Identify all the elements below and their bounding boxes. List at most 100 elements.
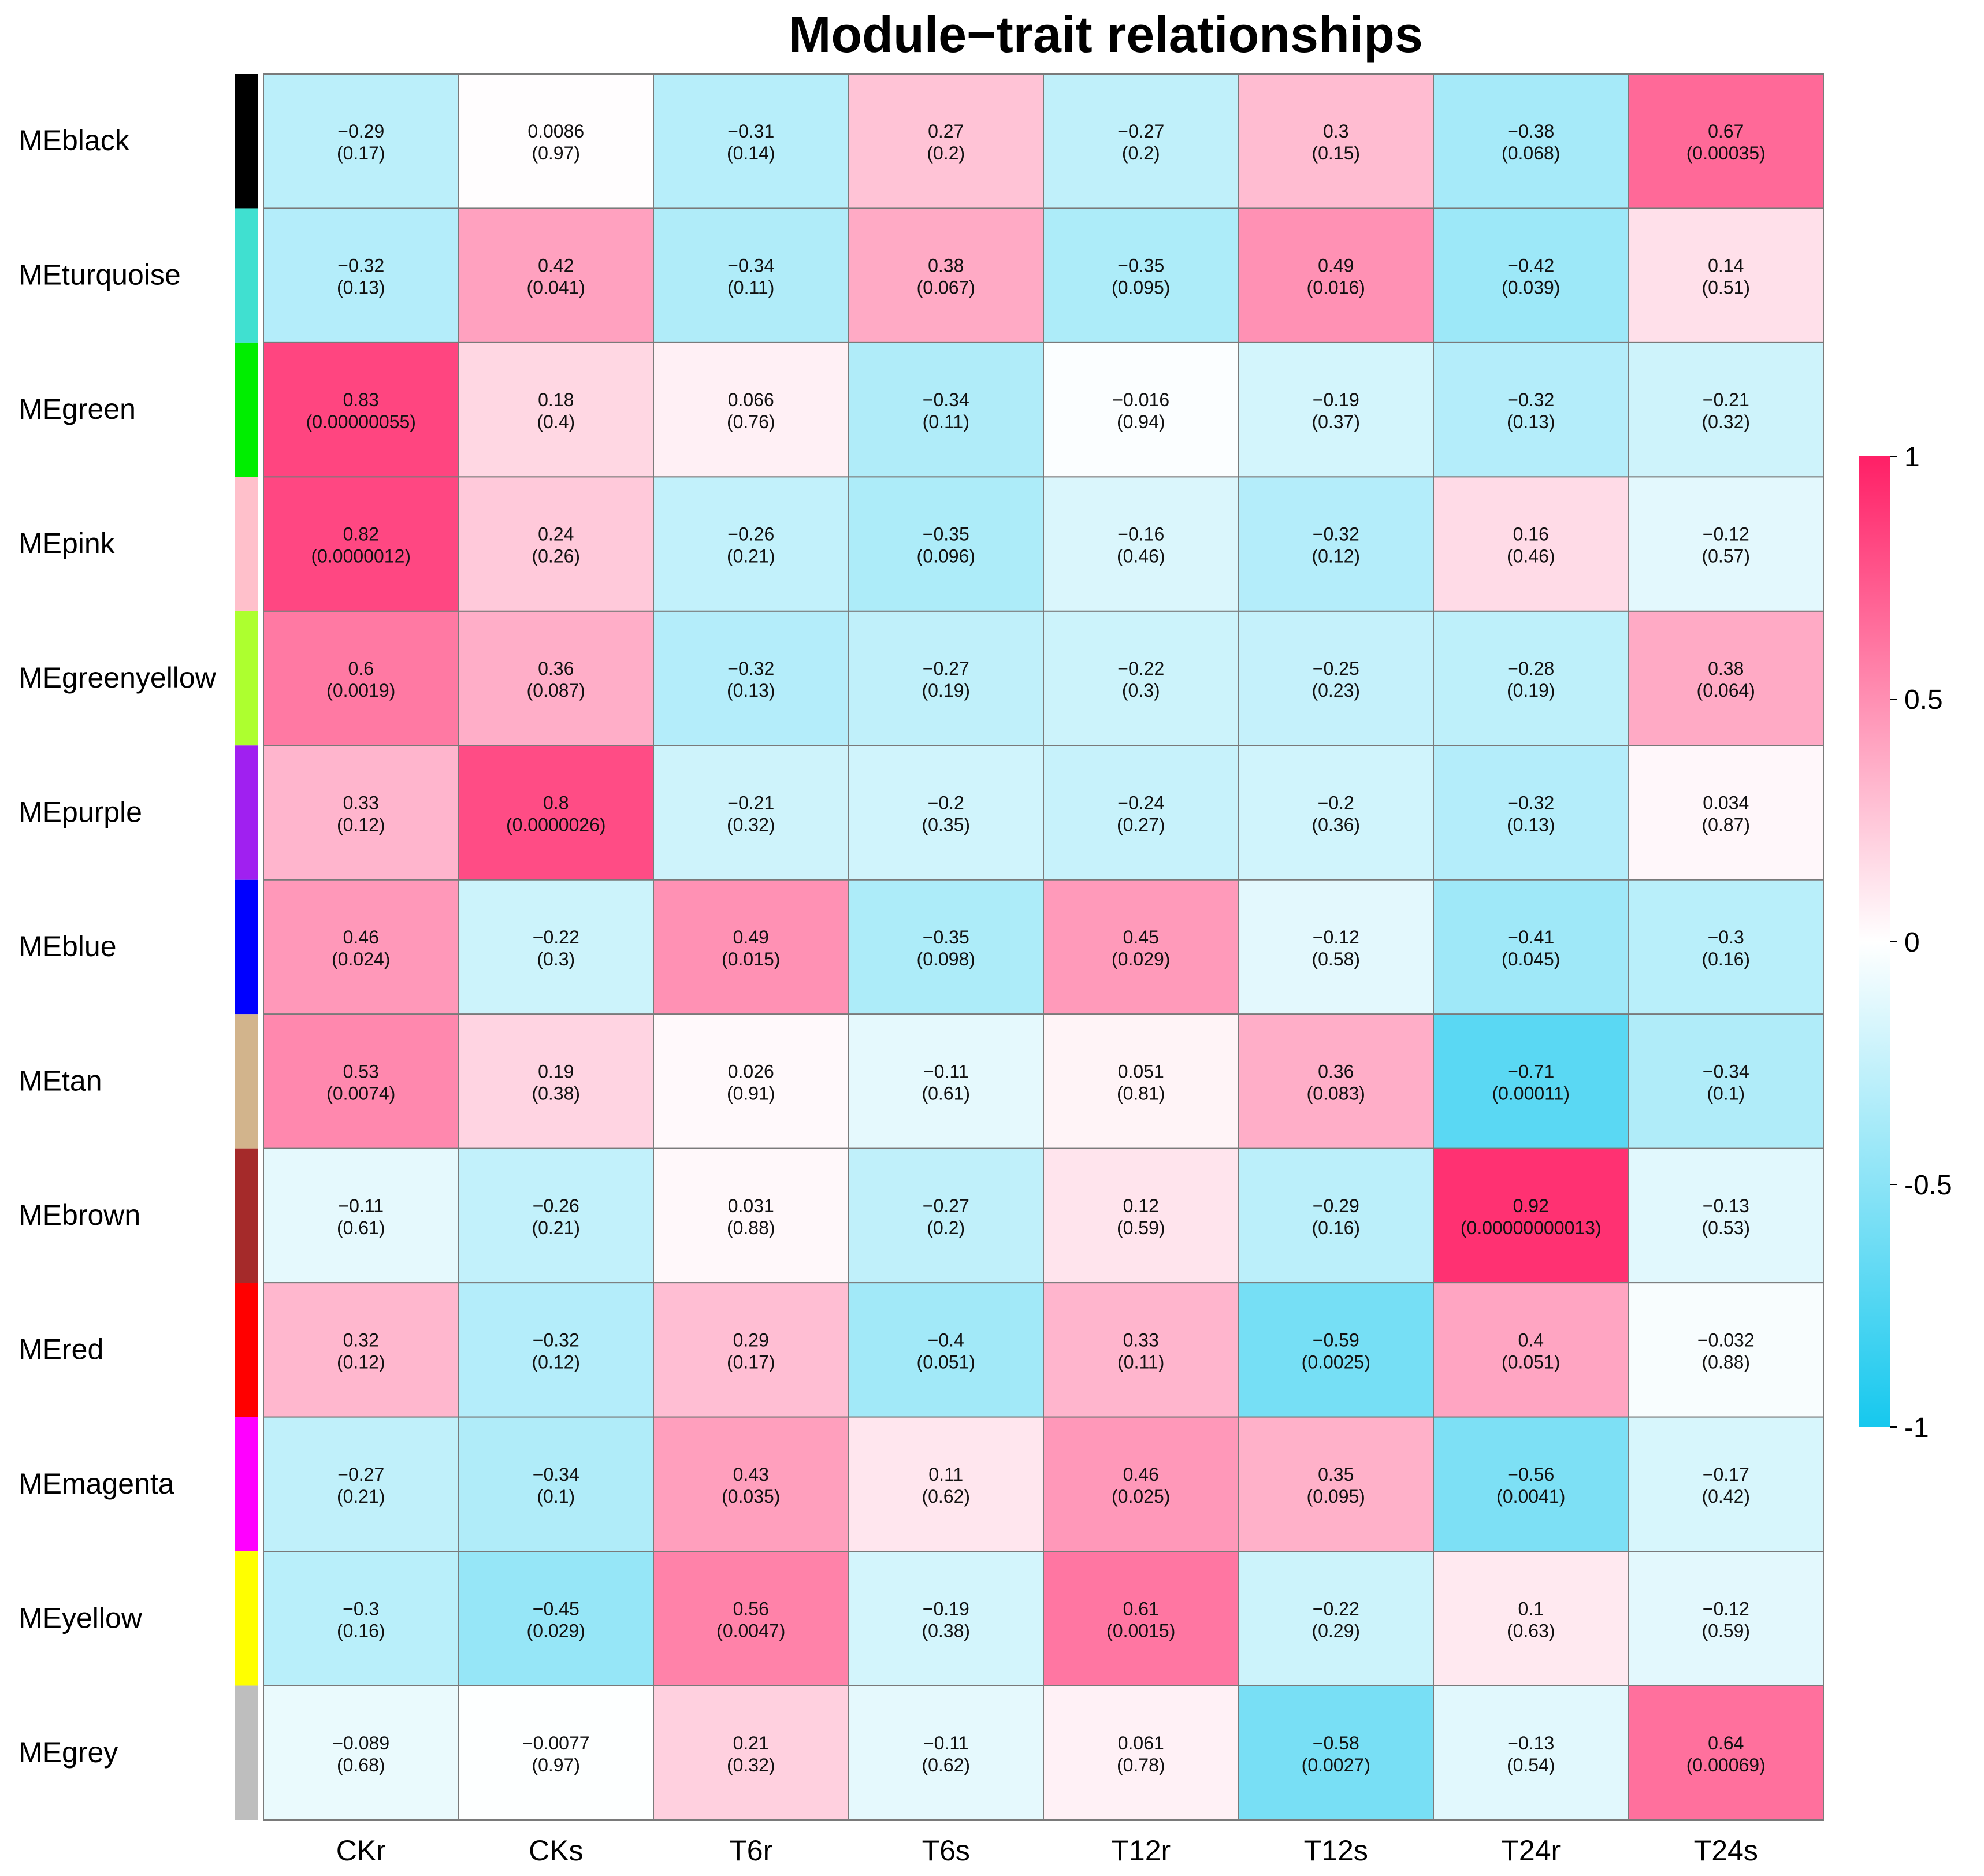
cell-correlation-label: −0.19	[923, 1598, 969, 1619]
cell-correlation-label: −0.13	[1703, 1195, 1749, 1216]
cell-pvalue-label: (0.54)	[1507, 1755, 1555, 1775]
cell-correlation-label: −0.11	[923, 1733, 969, 1754]
cell-correlation-label: 0.061	[1118, 1733, 1164, 1754]
cell-pvalue-label: (0.35)	[922, 815, 970, 835]
row-label: MEbrown	[18, 1199, 140, 1231]
cell-correlation-label: −0.17	[1703, 1464, 1749, 1485]
cell-pvalue-label: (0.42)	[1701, 1486, 1750, 1507]
heatmap-cell	[653, 610, 849, 746]
cell-correlation-label: 0.27	[928, 121, 964, 142]
legend-tick-label: 0	[1904, 927, 1920, 958]
module-color-swatch	[235, 1417, 258, 1552]
heatmap-cell	[1433, 341, 1629, 478]
cell-correlation-label: −0.12	[1703, 1598, 1749, 1619]
cell-pvalue-label: (0.1)	[1707, 1083, 1745, 1104]
cell-pvalue-label: (0.045)	[1502, 949, 1560, 969]
cell-correlation-label: −0.32	[1507, 389, 1554, 410]
row-label: MEred	[18, 1333, 103, 1365]
heatmap-cell	[458, 1282, 654, 1418]
cell-correlation-label: −0.32	[337, 255, 384, 276]
heatmap-cell	[1043, 73, 1239, 209]
cell-pvalue-label: (0.58)	[1311, 949, 1360, 969]
cell-correlation-label: −0.27	[1117, 121, 1164, 142]
heatmap-cell	[1043, 1416, 1239, 1552]
cell-correlation-label: 0.42	[538, 255, 574, 276]
module-color-swatch	[235, 1551, 258, 1686]
module-color-swatch	[235, 745, 258, 880]
heatmap-cell	[1628, 610, 1824, 746]
heatmap-cell	[458, 1147, 654, 1284]
cell-correlation-label: 0.026	[728, 1061, 774, 1082]
column-label: CKs	[529, 1834, 583, 1867]
row-label: MEtan	[18, 1064, 102, 1097]
cell-correlation-label: 0.29	[733, 1329, 769, 1350]
cell-correlation-label: −0.12	[1703, 524, 1749, 545]
cell-correlation-label: 0.33	[1123, 1329, 1159, 1350]
cell-pvalue-label: (0.0041)	[1496, 1486, 1565, 1507]
heatmap-cell	[458, 610, 654, 746]
cell-pvalue-label: (0.2)	[927, 1217, 965, 1238]
cell-pvalue-label: (0.68)	[337, 1755, 385, 1775]
column-label: T24s	[1694, 1834, 1758, 1867]
cell-correlation-label: −0.22	[533, 927, 579, 948]
cell-pvalue-label: (0.11)	[923, 411, 969, 432]
heatmap-cell	[1628, 1013, 1824, 1149]
cell-pvalue-label: (0.88)	[1701, 1351, 1750, 1372]
cell-correlation-label: −0.27	[923, 1195, 969, 1216]
legend-tick-label: -0.5	[1904, 1170, 1952, 1201]
cell-correlation-label: 0.56	[733, 1598, 769, 1619]
heatmap-cell	[848, 1551, 1044, 1686]
cell-correlation-label: −0.29	[1313, 1195, 1359, 1216]
cell-correlation-label: −0.19	[1313, 389, 1359, 410]
heatmap-cell	[1238, 1685, 1434, 1821]
cell-correlation-label: −0.2	[1318, 793, 1354, 813]
cell-correlation-label: 0.35	[1318, 1464, 1354, 1485]
heatmap-cell	[653, 1013, 849, 1149]
cell-pvalue-label: (0.53)	[1701, 1217, 1750, 1238]
cell-pvalue-label: (0.46)	[1507, 546, 1555, 567]
cell-pvalue-label: (0.13)	[337, 277, 385, 298]
row-label: MEpurple	[18, 796, 142, 829]
heatmap-cell	[1628, 1416, 1824, 1552]
heatmap-cell	[653, 1416, 849, 1552]
cell-pvalue-label: (0.91)	[727, 1083, 775, 1104]
cell-pvalue-label: (0.00035)	[1686, 143, 1766, 164]
cell-pvalue-label: (0.11)	[727, 277, 774, 298]
cell-correlation-label: −0.34	[727, 255, 774, 276]
cell-pvalue-label: (0.37)	[1311, 411, 1360, 432]
cell-correlation-label: −0.27	[923, 658, 969, 679]
cell-pvalue-label: (0.29)	[1311, 1620, 1360, 1641]
module-color-swatch	[235, 879, 258, 1015]
cell-correlation-label: −0.28	[1507, 658, 1554, 679]
cell-pvalue-label: (0.38)	[532, 1083, 580, 1104]
cell-pvalue-label: (0.16)	[1311, 1217, 1360, 1238]
cell-correlation-label: −0.34	[533, 1464, 579, 1485]
legend-tick-label: -1	[1904, 1413, 1929, 1443]
column-label: T24r	[1501, 1834, 1561, 1867]
cell-correlation-label: −0.71	[1507, 1061, 1554, 1082]
cell-pvalue-label: (0.016)	[1307, 277, 1365, 298]
heatmap-cell	[263, 1416, 459, 1552]
cell-correlation-label: 0.61	[1123, 1598, 1159, 1619]
heatmap-cell	[848, 1685, 1044, 1821]
cell-pvalue-label: (0.035)	[722, 1486, 780, 1507]
cell-pvalue-label: (0.064)	[1697, 680, 1755, 701]
color-scale-legend: 1 0.5 0 -0.5 -1	[1859, 442, 1952, 1443]
cell-correlation-label: −0.016	[1112, 389, 1169, 410]
module-color-swatch	[235, 1014, 258, 1149]
heatmap-cell	[653, 1282, 849, 1418]
cell-pvalue-label: (0.46)	[1117, 546, 1165, 567]
cell-pvalue-label: (0.087)	[527, 680, 585, 701]
cell-pvalue-label: (0.095)	[1112, 277, 1170, 298]
cell-correlation-label: −0.35	[923, 524, 969, 545]
column-label: T12r	[1111, 1834, 1171, 1867]
cell-correlation-label: −0.29	[337, 121, 384, 142]
cell-correlation-label: 0.12	[1123, 1195, 1159, 1216]
heatmap-cell	[458, 1685, 654, 1821]
row-label: MEgreen	[18, 393, 136, 425]
cell-correlation-label: 0.82	[343, 524, 379, 545]
cell-correlation-label: 0.53	[343, 1061, 379, 1082]
cell-pvalue-label: (0.16)	[337, 1620, 385, 1641]
heatmap-cell	[263, 1282, 459, 1418]
cell-pvalue-label: (0.12)	[532, 1351, 580, 1372]
